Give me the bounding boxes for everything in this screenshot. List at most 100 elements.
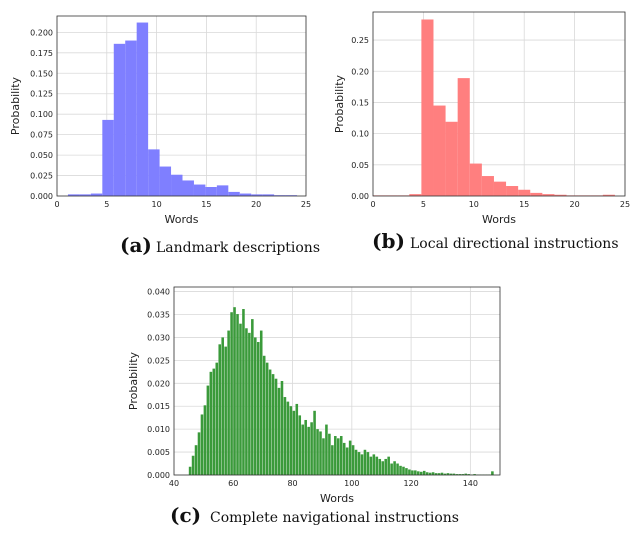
x-tick-label: 100 — [344, 479, 359, 488]
histogram-bar — [207, 386, 210, 475]
histogram-bar — [421, 19, 433, 196]
x-tick-label: 40 — [169, 479, 179, 488]
x-tick-label: 5 — [421, 200, 426, 209]
y-tick-label: 0.175 — [30, 49, 53, 58]
y-tick-label: 0.200 — [30, 28, 53, 37]
y-tick-label: 0.100 — [30, 110, 53, 119]
histogram-bar — [402, 467, 405, 475]
x-tick-label: 25 — [301, 200, 311, 209]
histogram-bar — [367, 452, 370, 475]
histogram-bar — [194, 185, 205, 196]
y-tick-label: 0.20 — [351, 67, 369, 76]
histogram-bar — [340, 436, 343, 475]
x-tick-label: 60 — [228, 479, 238, 488]
histogram-bar — [331, 445, 334, 475]
histogram-bar — [432, 472, 435, 475]
histogram-bar — [393, 461, 396, 475]
histogram-bar — [260, 331, 263, 475]
x-tick-label: 0 — [54, 200, 59, 209]
y-tick-label: 0.10 — [351, 130, 369, 139]
y-axis-label: Probability — [9, 76, 22, 135]
histogram-bar — [399, 466, 402, 475]
y-tick-label: 0.125 — [30, 90, 53, 99]
histogram-bar — [192, 456, 195, 475]
histogram-bar — [411, 470, 414, 475]
histogram-bar — [337, 438, 340, 475]
histogram-bar — [343, 443, 346, 475]
y-axis-label: Probability — [333, 74, 346, 133]
histogram-bar — [233, 307, 236, 475]
histogram-bar — [293, 411, 296, 475]
histogram-bar — [328, 434, 331, 475]
histogram-bar — [125, 41, 136, 196]
histogram-bar — [408, 469, 411, 475]
y-tick-label: 0.15 — [351, 98, 369, 107]
histogram-bar — [482, 176, 494, 196]
histogram-bar — [310, 422, 313, 475]
histogram-bar — [458, 78, 470, 196]
x-tick-label: 140 — [463, 479, 478, 488]
histogram-bar — [189, 467, 192, 475]
histogram-bar — [381, 461, 384, 475]
x-tick-label: 15 — [201, 200, 211, 209]
histogram-bar — [364, 450, 367, 475]
histogram-bar — [205, 187, 216, 196]
histogram-bar — [346, 447, 349, 475]
histogram-bar — [204, 405, 207, 475]
y-tick-label: 0.05 — [351, 161, 369, 170]
y-tick-label: 0.035 — [147, 311, 170, 320]
histogram-bar — [160, 167, 171, 196]
x-axis-label: Words — [482, 213, 516, 226]
histogram-bar — [390, 464, 393, 475]
histogram-bar — [361, 454, 364, 475]
y-tick-label: 0.000 — [147, 471, 170, 480]
histogram-bar — [281, 381, 284, 475]
x-tick-label: 25 — [620, 200, 630, 209]
histogram-bar — [334, 436, 337, 475]
y-tick-label: 0.25 — [351, 36, 369, 45]
y-tick-label: 0.025 — [147, 356, 170, 365]
y-tick-label: 0.005 — [147, 448, 170, 457]
histogram-bar — [355, 450, 358, 475]
histogram-bar — [102, 120, 113, 196]
histogram-bar — [298, 415, 301, 475]
histogram-bar — [358, 452, 361, 475]
x-axis-label: Words — [320, 492, 354, 505]
histogram-bar — [198, 432, 201, 475]
histogram-bar — [230, 312, 233, 475]
y-axis-label: Probability — [127, 351, 140, 410]
histogram-bar — [221, 337, 224, 475]
histogram-bar — [316, 429, 319, 475]
histogram-bar — [494, 182, 506, 196]
histogram-bar — [414, 470, 417, 475]
histogram-bar — [506, 186, 518, 196]
x-tick-label: 20 — [251, 200, 261, 209]
histogram-bar — [278, 388, 281, 475]
y-tick-label: 0.015 — [147, 402, 170, 411]
caption-letter: (a) — [120, 233, 152, 257]
histogram-bar — [201, 414, 204, 475]
histogram-bar — [213, 369, 216, 475]
histogram-bar — [491, 471, 494, 475]
histogram-bar — [148, 149, 159, 196]
histogram-bar — [248, 333, 251, 475]
x-tick-label: 20 — [570, 200, 580, 209]
x-tick-label: 120 — [403, 479, 418, 488]
histogram-bar — [301, 425, 304, 475]
histogram-bar — [378, 459, 381, 475]
histogram-bar — [257, 342, 260, 475]
histogram-bar — [242, 309, 245, 475]
plot-area — [57, 16, 306, 196]
histogram-bar — [396, 464, 399, 475]
histogram-bar — [530, 193, 542, 196]
histogram-bar — [470, 164, 482, 196]
x-tick-label: 10 — [469, 200, 479, 209]
histogram-bar — [325, 425, 328, 475]
histogram-bar — [245, 328, 248, 475]
histogram-bar — [446, 122, 458, 196]
x-tick-label: 10 — [152, 200, 162, 209]
histogram-bar — [263, 356, 266, 475]
histogram-bar — [313, 411, 316, 475]
